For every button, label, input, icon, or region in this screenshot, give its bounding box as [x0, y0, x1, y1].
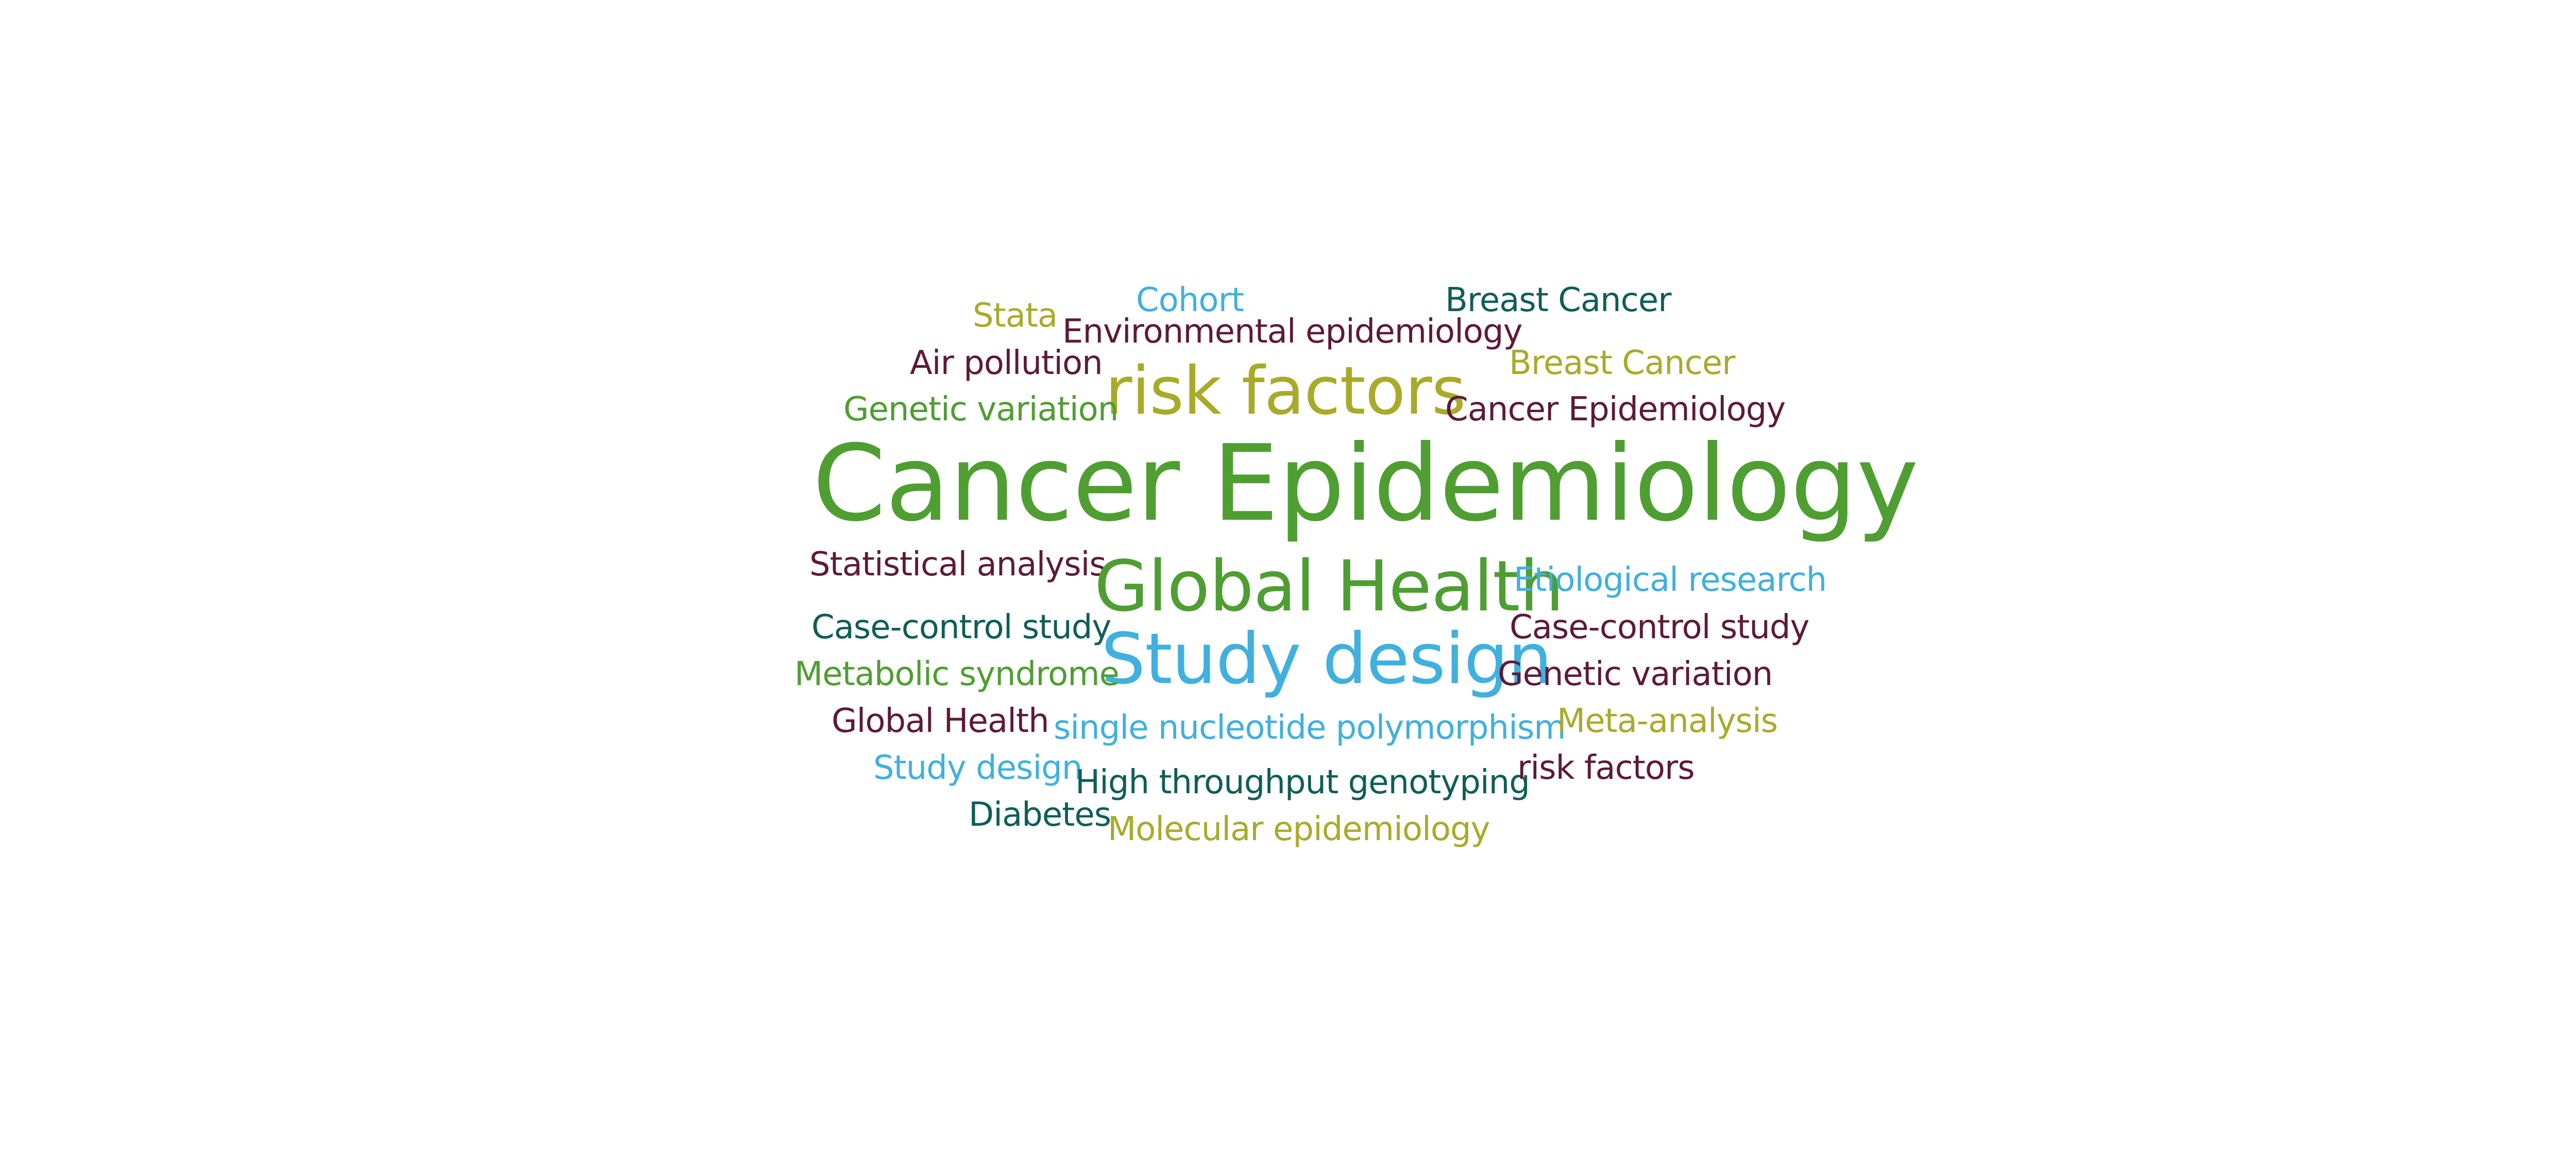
- word-global-health-large: Global Health: [1094, 546, 1564, 627]
- word-risk-factors-small: risk factors: [1517, 749, 1695, 787]
- word-risk-factors-large: risk factors: [1105, 353, 1466, 430]
- word-cancer-epidemiology-small: Cancer Epidemiology: [1445, 390, 1786, 429]
- word-cancer-epidemiology-large: Cancer Epidemiology: [812, 423, 1919, 545]
- word-genetic-variation-2: Genetic variation: [1498, 655, 1773, 693]
- word-global-health-small: Global Health: [832, 702, 1049, 740]
- word-etiological-research: Etiological research: [1514, 561, 1827, 599]
- word-breast-cancer-2: Breast Cancer: [1509, 344, 1736, 382]
- word-case-control-study-1: Case-control study: [811, 608, 1111, 646]
- word-stata: Stata: [973, 297, 1058, 335]
- word-air-pollution: Air pollution: [910, 344, 1103, 382]
- word-environmental-epidemiology: Environmental epidemiology: [1062, 313, 1522, 351]
- word-diabetes: Diabetes: [969, 796, 1111, 834]
- word-molecular-epidemiology: Molecular epidemiology: [1108, 810, 1490, 848]
- word-breast-cancer-1: Breast Cancer: [1445, 281, 1672, 319]
- word-metabolic-syndrome: Metabolic syndrome: [794, 655, 1120, 693]
- word-case-control-study-2: Case-control study: [1510, 608, 1809, 646]
- word-cohort: Cohort: [1136, 281, 1244, 319]
- word-single-nucleotide-polymorphism: single nucleotide polymorphism: [1054, 709, 1566, 747]
- word-study-design-large: Study design: [1101, 619, 1552, 700]
- word-high-throughput-genotyping: High throughput genotyping: [1075, 763, 1530, 802]
- word-statistical-analysis: Statistical analysis: [809, 546, 1107, 584]
- word-genetic-variation-1: Genetic variation: [843, 390, 1118, 429]
- word-meta-analysis: Meta-analysis: [1557, 702, 1778, 740]
- word-study-design-small: Study design: [873, 749, 1082, 787]
